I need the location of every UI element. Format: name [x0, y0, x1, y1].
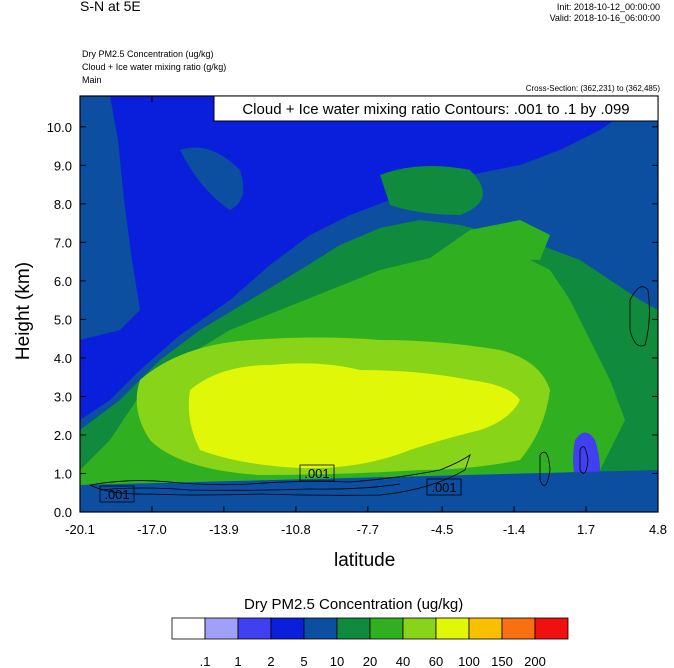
y-tick-label: 2.0	[54, 428, 72, 443]
field-label-cloud-ice: Cloud + Ice water mixing ratio (g/kg)	[82, 62, 227, 72]
y-tick-label: 10.0	[47, 120, 72, 135]
colorbar-swatch	[171, 617, 206, 640]
colorbar-label: .1	[200, 654, 211, 668]
y-tick-label: 1.0	[54, 466, 72, 481]
x-tick-label: -4.5	[431, 522, 453, 537]
colorbar-label: 10	[330, 654, 344, 668]
colorbar-swatch	[336, 617, 371, 640]
colorbar-label: 5	[300, 654, 307, 668]
x-tick-label: -10.8	[281, 522, 311, 537]
band-10	[80, 470, 658, 512]
chart-title: Cloud + Ice water mixing ratio Contours:…	[242, 101, 629, 118]
contour-label-box	[99, 485, 135, 503]
field-label-pm25: Dry PM2.5 Concentration (ug/kg)	[82, 49, 214, 59]
band-40	[430, 220, 550, 260]
x-tick-label: 4.8	[649, 522, 667, 537]
x-axis-label: latitude	[334, 550, 396, 571]
y-tick-label: 9.0	[54, 158, 72, 173]
band-100	[188, 363, 520, 469]
plot-title: S-N at 5E	[80, 0, 141, 14]
contour-label: .001	[104, 487, 129, 502]
colorbar: .1 1 2 5 10 20 40 60 100 150 200	[171, 617, 569, 668]
contour-line	[579, 446, 589, 474]
colorbar-label: 40	[396, 654, 410, 668]
y-axis-label: Height (km)	[13, 261, 34, 361]
colorbar-label: 20	[363, 654, 377, 668]
y-tick-label: 8.0	[54, 197, 72, 212]
x-tick-label: -7.7	[357, 522, 379, 537]
contour-line	[629, 286, 650, 347]
x-tick-label: -1.4	[503, 522, 525, 537]
colorbar-label: 2	[267, 654, 274, 668]
colorbar-swatch	[534, 617, 569, 640]
valid-time: Valid: 2018-10-16_06:00:00	[549, 13, 660, 23]
colorbar-label: 100	[458, 654, 480, 668]
y-tick-label: 0.0	[54, 505, 72, 520]
colorbar-swatch	[237, 617, 272, 640]
pm25-field	[80, 96, 658, 512]
colorbar-swatch	[468, 617, 503, 640]
contour-label-box	[299, 464, 335, 482]
y-tick-label: 5.0	[54, 312, 72, 327]
x-tick-label: -20.1	[65, 522, 95, 537]
colorbar-swatch	[270, 617, 305, 640]
colorbar-swatch	[435, 617, 470, 640]
colorbar-swatch	[204, 617, 239, 640]
contour-label: .001	[304, 466, 329, 481]
chart-title-box	[213, 95, 659, 122]
y-tick-label: 6.0	[54, 274, 72, 289]
y-tick-label: 4.0	[54, 351, 72, 366]
x-tick-label: -13.9	[209, 522, 239, 537]
x-tick-label: 1.7	[577, 522, 595, 537]
colorbar-label: 200	[524, 654, 546, 668]
y-tick-label: 3.0	[54, 389, 72, 404]
contour-line	[88, 453, 471, 496]
band-10	[80, 96, 140, 340]
colorbar-swatch	[501, 617, 536, 640]
colorbar-label: 60	[429, 654, 443, 668]
x-tick-label: -17.0	[137, 522, 167, 537]
contour-line	[99, 483, 401, 491]
field-label-main: Main	[82, 75, 102, 85]
band-20	[380, 166, 483, 215]
colorbar-label: 1	[234, 654, 241, 668]
colorbar-swatch	[303, 617, 338, 640]
colorbar-swatch	[402, 617, 437, 640]
colorbar-title: Dry PM2.5 Concentration (ug/kg)	[244, 596, 464, 613]
init-time: Init: 2018-10-12_00:00:00	[556, 2, 660, 12]
band-10	[180, 147, 244, 210]
cloud-ice-contours	[88, 286, 650, 496]
y-tick-label: 7.0	[54, 235, 72, 250]
axis-ticks: -20.1 -17.0 -13.9 -10.8 -7.7 -4.5 -1.4 1.7 4.8 0.…	[47, 96, 667, 537]
contour-line	[539, 451, 551, 487]
colorbar-swatch	[369, 617, 404, 640]
contour-label-box	[426, 478, 462, 496]
cross-section-label: Cross-Section: (362,231) to (362,485)	[525, 84, 660, 93]
colorbar-label: 150	[491, 654, 513, 668]
contour-labels: .001 .001 .001	[99, 464, 462, 503]
contour-label: .001	[431, 480, 456, 495]
